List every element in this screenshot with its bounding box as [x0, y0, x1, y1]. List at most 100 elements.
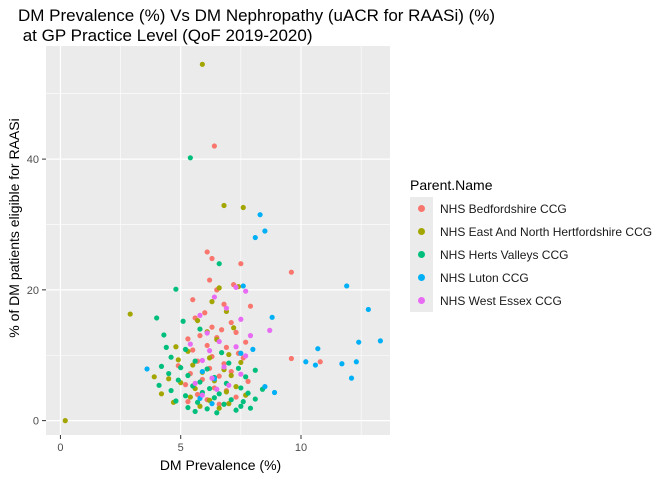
- legend-label: NHS Bedfordshire CCG: [440, 201, 567, 216]
- data-point-series-3: [235, 365, 242, 371]
- data-point-series-4: [271, 389, 278, 396]
- data-point-series-4: [250, 346, 256, 352]
- data-point-series-2: [238, 359, 244, 366]
- data-points: [62, 61, 383, 424]
- data-point-series-3: [233, 407, 239, 413]
- minor-gridlines: [46, 46, 390, 435]
- data-point-series-3: [240, 399, 246, 405]
- legend-label: NHS Luton CCG: [440, 270, 529, 285]
- data-point-series-2: [216, 405, 222, 411]
- legend-item: NHS West Essex CCG: [410, 289, 562, 312]
- y-tick-label: 40: [27, 154, 39, 166]
- data-point-series-5: [216, 338, 222, 345]
- data-point-series-1: [209, 324, 215, 330]
- data-point-series-1: [211, 143, 217, 149]
- data-point-series-5: [238, 316, 244, 322]
- x-tick-label: 0: [57, 442, 63, 454]
- data-point-series-3: [154, 315, 160, 321]
- data-point-series-2: [190, 362, 196, 368]
- legend-dot-icon: [418, 274, 425, 281]
- data-point-series-4: [344, 283, 350, 289]
- data-point-series-2: [221, 202, 227, 209]
- legend-title: Parent.Name: [410, 177, 493, 193]
- data-point-series-3: [163, 344, 169, 350]
- data-point-series-5: [204, 330, 210, 336]
- data-point-series-4: [348, 375, 355, 381]
- legend-label: NHS East And North Hertfordshire CCG: [440, 224, 653, 239]
- data-point-series-2: [175, 357, 181, 363]
- data-point-series-1: [247, 303, 254, 309]
- data-point-series-3: [226, 360, 232, 366]
- data-point-series-5: [243, 353, 249, 359]
- data-point-series-3: [252, 396, 258, 402]
- data-point-series-2: [240, 204, 246, 211]
- data-point-series-4: [303, 359, 309, 365]
- data-point-series-4: [339, 361, 345, 367]
- data-point-series-1: [221, 301, 227, 307]
- x-axis-label: DM Prevalence (%): [159, 457, 282, 473]
- data-point-series-1: [228, 319, 234, 326]
- data-point-series-3: [182, 346, 189, 352]
- data-point-series-1: [233, 394, 239, 400]
- data-point-series-1: [245, 378, 251, 384]
- axes: 0 5 10 0 20 40: [27, 154, 307, 454]
- data-point-series-5: [221, 364, 227, 370]
- data-point-series-3: [211, 395, 217, 401]
- data-point-series-1: [202, 310, 208, 316]
- legend-key: [410, 197, 433, 220]
- data-point-series-3: [206, 385, 213, 392]
- data-point-series-4: [257, 212, 263, 218]
- data-point-series-5: [206, 348, 213, 354]
- data-point-series-3: [178, 365, 184, 371]
- data-point-series-4: [269, 314, 275, 320]
- data-point-series-4: [315, 346, 321, 352]
- data-point-series-1: [238, 261, 244, 267]
- data-point-series-3: [175, 377, 181, 383]
- data-point-series-4: [377, 338, 383, 344]
- data-point-series-5: [211, 294, 217, 300]
- data-point-series-1: [204, 342, 210, 349]
- data-point-series-2: [209, 299, 215, 305]
- data-point-series-1: [228, 368, 234, 375]
- y-axis-label: % of DM patients eligible for RAASi: [6, 118, 22, 338]
- data-point-series-5: [197, 312, 203, 318]
- data-point-series-4: [144, 366, 150, 372]
- data-point-series-3: [187, 155, 193, 161]
- data-point-series-2: [173, 344, 179, 350]
- data-point-series-5: [199, 357, 205, 364]
- data-point-series-5: [214, 386, 220, 392]
- data-point-series-5: [192, 380, 198, 386]
- legend-key: [410, 266, 433, 289]
- data-point-series-5: [243, 288, 249, 294]
- data-point-series-2: [187, 394, 193, 400]
- data-point-series-3: [166, 370, 172, 377]
- data-point-series-3: [245, 390, 251, 396]
- data-point-series-3: [214, 410, 220, 416]
- data-point-series-5: [199, 392, 205, 398]
- x-tick-label: 5: [178, 442, 184, 454]
- data-point-series-3: [180, 318, 186, 324]
- legend-item: NHS East And North Hertfordshire CCG: [410, 220, 652, 243]
- legend-key: [410, 243, 433, 266]
- data-point-series-3: [173, 398, 179, 404]
- data-point-series-1: [182, 382, 189, 388]
- data-point-series-5: [187, 341, 193, 347]
- data-point-series-4: [238, 350, 244, 356]
- data-point-series-2: [62, 418, 68, 424]
- data-point-series-3: [158, 363, 165, 369]
- data-point-series-3: [216, 391, 222, 397]
- data-point-series-3: [252, 367, 258, 373]
- data-point-series-4: [240, 283, 246, 289]
- data-point-series-2: [226, 401, 232, 407]
- legend-key: [410, 289, 433, 312]
- data-point-series-2: [233, 384, 239, 390]
- data-point-series-2: [166, 376, 172, 382]
- data-point-series-1: [190, 347, 196, 353]
- data-point-series-1: [204, 249, 210, 255]
- data-point-series-2: [231, 325, 237, 331]
- data-point-series-5: [267, 327, 273, 333]
- data-point-series-5: [226, 382, 232, 388]
- legend-label: NHS Herts Valleys CCG: [440, 247, 569, 262]
- data-point-series-3: [156, 382, 162, 388]
